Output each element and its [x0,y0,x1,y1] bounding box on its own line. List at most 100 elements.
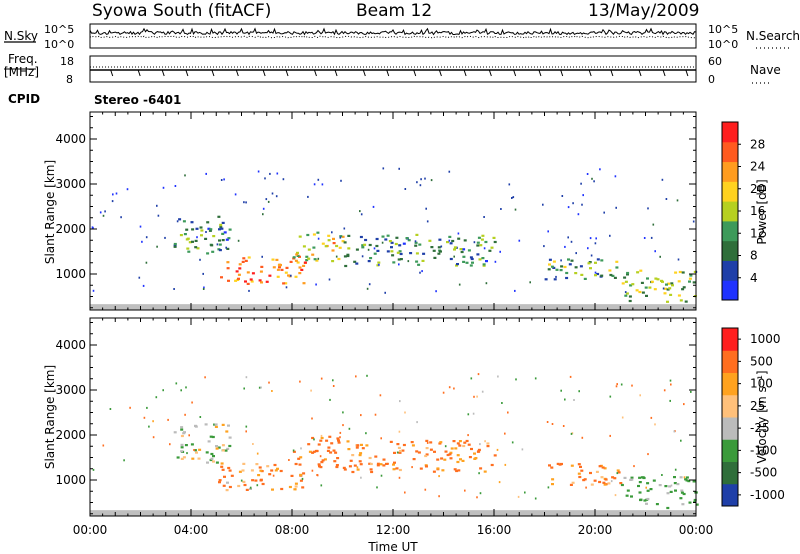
echo-point [570,432,573,435]
echo-cell [182,456,186,459]
echo-point [378,263,380,266]
echo-cell [394,242,398,246]
echo-point [258,386,261,389]
echo-cell [433,450,436,453]
echo-point [683,403,685,406]
colorbar-tick-label: 500 [750,354,773,368]
echo-point [317,257,320,260]
echo-cell [410,441,414,444]
echo-cell [638,491,642,494]
echo-cell [448,453,452,456]
echo-cell [305,255,309,258]
echo-point [567,206,570,209]
echo-cell [200,234,203,237]
echo-point [673,430,676,433]
echo-cell [210,452,214,456]
echo-cell [297,457,301,460]
echo-cell [654,277,658,280]
echo-point [457,232,460,235]
echo-point [199,258,201,261]
colorbar-segment [722,483,738,507]
echo-cell [611,274,615,277]
echo-cell [637,484,640,488]
echo-cell [373,252,377,255]
echo-cell [462,444,466,448]
echo-point [440,245,443,248]
echo-point [202,272,204,275]
echo-point [339,431,342,434]
echo-cell [646,497,650,501]
echo-point [313,438,315,441]
freq-dip [413,69,417,77]
echo-cell [220,227,224,230]
echo-cell [251,479,255,482]
echo-cell [673,482,677,485]
echo-cell [221,444,225,447]
echo-point [616,472,619,475]
power-colorbar-label: Power [dB] [755,179,769,244]
echo-point [300,447,302,450]
echo-cell [574,272,578,275]
echo-cell [242,257,246,260]
echo-cell [276,275,280,278]
echo-point [311,469,314,472]
echo-point [102,214,105,217]
echo-cell [397,446,401,449]
echo-point [313,183,316,186]
echo-point [332,385,335,387]
velocity-colorbar: 1000 500 100 25 -25 -100 -500 -1000 [721,327,785,507]
echo-point [616,383,618,386]
echo-point [92,468,95,471]
echo-cell [347,247,351,250]
echo-point [614,494,617,497]
echo-point [368,283,371,286]
echo-cell [359,235,363,239]
echo-cell [436,458,440,461]
echo-cell [485,260,488,263]
echo-cell [482,263,486,266]
echo-cell [666,506,670,510]
echo-point [245,376,248,379]
echo-point [285,286,288,289]
echo-cell [579,465,582,468]
echo-cell [243,483,247,487]
echo-cell [218,243,222,246]
echo-cell [477,448,481,451]
echo-cell [454,447,458,450]
echo-point [504,432,506,435]
echo-point [464,489,466,492]
echo-cell [692,281,696,284]
echo-cell [617,471,621,474]
echo-cell [465,439,469,443]
echo-point [511,441,514,444]
power-colorbar: 4 8 12 16 20 24 28 [721,121,765,301]
echo-cell [652,479,656,482]
echo-cell [376,264,380,267]
echo-cell [368,456,372,460]
echo-point [448,239,451,242]
echo-cell [218,481,221,484]
nsearch-label: N.Search [746,29,800,43]
echo-point [148,425,150,428]
echo-cell [398,244,402,247]
echo-cell [196,247,200,250]
echo-cell [358,460,362,463]
echo-cell [490,463,494,467]
echo-cell [306,233,310,237]
echo-point [435,290,437,293]
echo-cell [221,449,225,452]
echo-cell [429,448,433,451]
echo-point [483,247,486,250]
echo-cell [361,447,365,450]
echo-cell [375,237,379,241]
echo-cell [544,278,548,281]
echo-cell [658,484,662,487]
echo-cell [456,460,460,464]
colorbar-tick-label: 24 [750,160,765,174]
echo-point [152,420,154,423]
echo-point [360,414,362,417]
echo-cell [463,441,467,444]
echo-cell [459,248,463,251]
echo-cell [462,255,466,258]
echo-cell [449,257,453,261]
